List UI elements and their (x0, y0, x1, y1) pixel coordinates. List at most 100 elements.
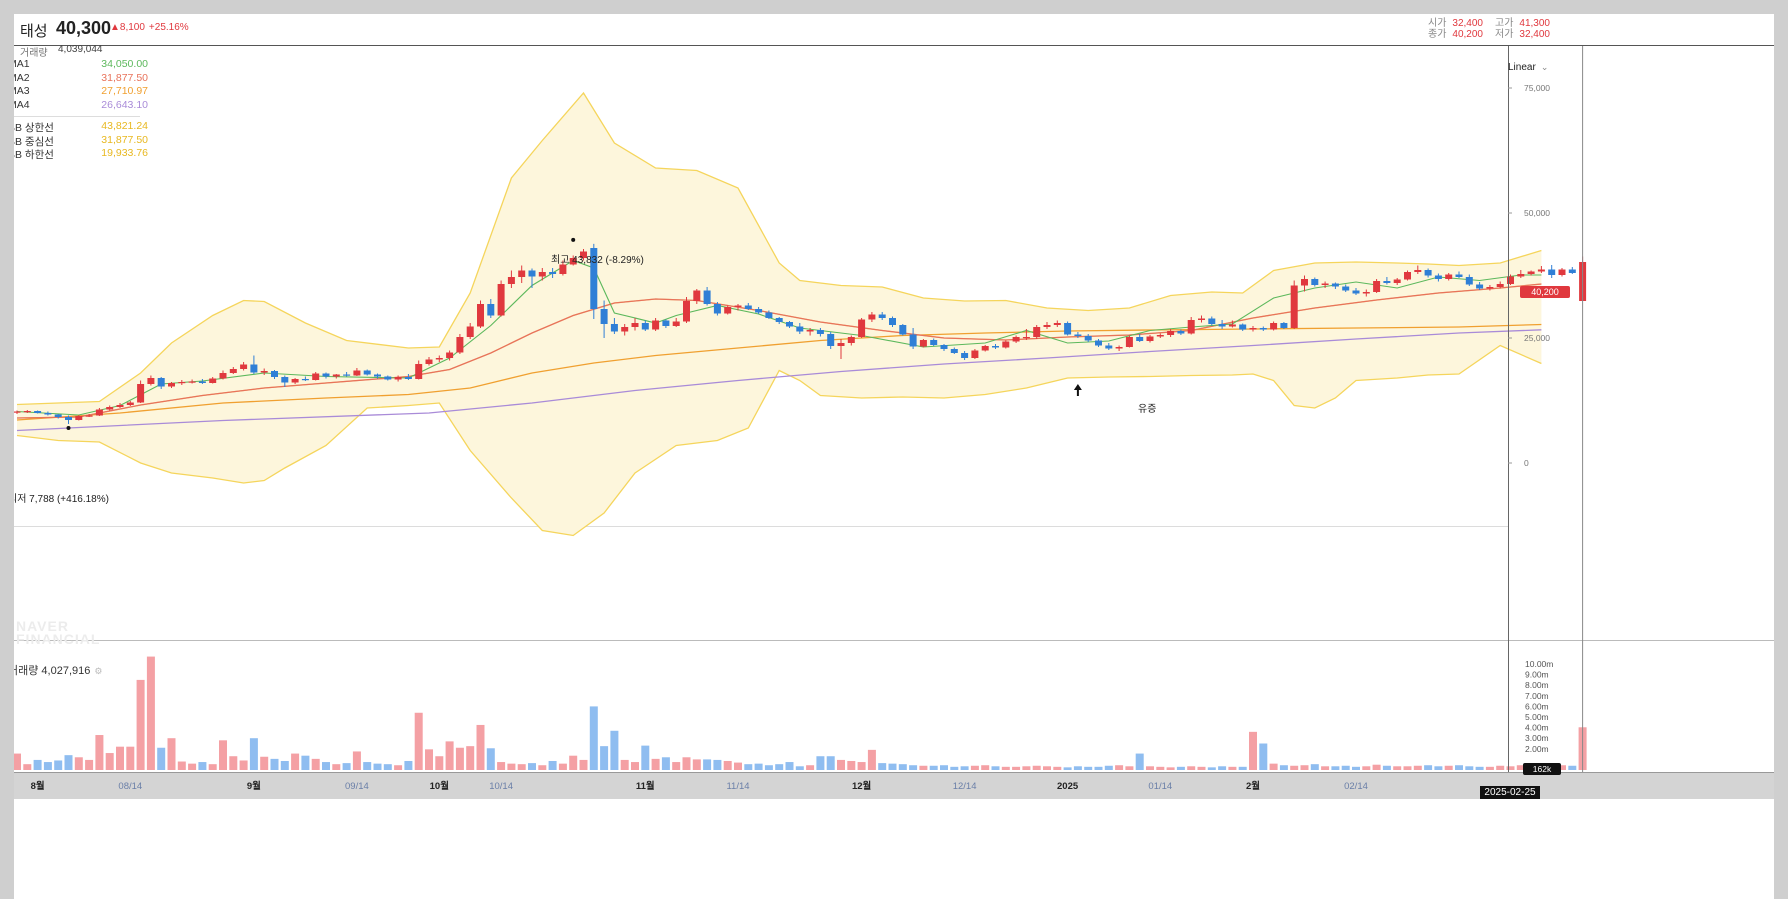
open-value: 32,400 (1452, 18, 1483, 29)
legend-item: MA3 27,710.97 (14, 85, 148, 99)
candle-body (1434, 275, 1442, 279)
volume-bar (1475, 766, 1484, 770)
volume-bar (476, 724, 485, 770)
candle-body (641, 323, 649, 330)
candle-body (85, 415, 93, 417)
scale-mode-select[interactable]: Linear ⌄ (1508, 62, 1548, 73)
candle-body (631, 323, 639, 327)
candle-body (1507, 276, 1514, 284)
high-label: 고가 (1495, 18, 1514, 29)
volume-panel-label: 거래량 4,027,916 (14, 665, 91, 677)
volume-bar (507, 763, 516, 770)
candle-body (260, 371, 268, 373)
candle-body (1012, 337, 1020, 342)
legend-item-name: MA1 (14, 58, 30, 70)
volume-bar (1238, 766, 1247, 770)
stock-name: 태성 (20, 23, 48, 40)
volume-bar (270, 758, 279, 770)
candle-body (992, 346, 999, 348)
volume-bar (466, 746, 475, 770)
volume-bar (826, 756, 835, 770)
volume-bar (425, 749, 433, 770)
volume-bar (1001, 766, 1010, 770)
volume-bar (239, 760, 248, 770)
volume-bar (1444, 765, 1453, 770)
candle-body (847, 337, 855, 343)
volume-bar (1094, 766, 1103, 770)
candle-body (116, 405, 124, 407)
candle-body (312, 373, 320, 380)
volume-bar (291, 753, 300, 770)
volume-bar (1228, 766, 1237, 770)
candle-body (1362, 292, 1370, 294)
volume-bar (795, 766, 804, 770)
volume-bar (64, 755, 73, 770)
volume-bar (1279, 765, 1288, 770)
current-price: 40,300 (56, 18, 112, 38)
high-marker (571, 237, 576, 242)
volume-bar (1156, 766, 1165, 770)
volume-bar (1300, 765, 1309, 770)
gear-icon[interactable]: ⚙ (94, 666, 103, 676)
x-tick-label: 10/14 (489, 781, 513, 792)
current-price-tag: 40,200 (1520, 286, 1570, 298)
volume-bar (837, 759, 845, 770)
candle-body (1301, 279, 1308, 286)
ohlc-close: 종가 40,200 (1428, 25, 1483, 40)
price-volume-chart[interactable]: 75,000 50,000 25,000 0 10.00m9.00m8.00m7.00m… (14, 14, 1774, 899)
legend-item-name: BB 하한선 (14, 149, 54, 161)
candle-body (168, 383, 175, 387)
high-value: 41,300 (1519, 18, 1550, 29)
volume-bar (177, 761, 186, 770)
volume-bar (898, 764, 907, 770)
volume-bar (867, 749, 876, 770)
volume-bar (1207, 767, 1216, 770)
volume-tick-label: 4.00m (1525, 723, 1549, 733)
candle-body (291, 379, 299, 383)
volume-bar (157, 747, 166, 770)
candle-body (1105, 345, 1113, 349)
candle-body (374, 374, 381, 377)
candle-body (1280, 323, 1288, 328)
volume-bar (1434, 766, 1443, 770)
chart-frame: 75,000 50,000 25,000 0 10.00m 9.00m 8.00m 7.00m… (14, 14, 1774, 899)
volume-bar (960, 766, 969, 770)
legend-item-name: BB 중심선 (14, 135, 54, 148)
candle-body (456, 337, 464, 353)
high-annotation: 최고 43,832 (-8.29%) (551, 255, 644, 266)
volume-bar (1321, 766, 1330, 770)
volume-bar (486, 748, 495, 770)
candle-body (1486, 287, 1494, 289)
volume-bar (1166, 767, 1175, 770)
volume-bar (136, 679, 145, 770)
volume-bar (672, 762, 681, 770)
volume-bar (1084, 766, 1093, 770)
candle-body (44, 413, 52, 415)
candle-body (899, 325, 907, 335)
volume-bar (1403, 766, 1412, 770)
candle-body (1455, 274, 1463, 277)
candle-body (528, 270, 536, 277)
volume-bar (342, 763, 351, 770)
volume-bar (991, 766, 1000, 770)
volume-bar (1269, 763, 1278, 770)
candle-body (827, 334, 835, 346)
candle-body (487, 304, 495, 316)
volume-bar (950, 766, 959, 770)
candle-body (322, 373, 330, 377)
volume-bar (589, 706, 598, 770)
volume-bar (754, 763, 763, 770)
candle-body (126, 402, 134, 405)
candle-body (621, 327, 629, 332)
x-tick-label: 11월 (636, 780, 655, 792)
candle-body (1259, 328, 1267, 330)
candle-body (1002, 341, 1010, 348)
watermark-line: FINANCIAL (16, 631, 101, 647)
candle-body (198, 381, 206, 383)
volume-tick-label: 5.00m (1525, 712, 1549, 722)
candle-body (1476, 284, 1484, 289)
candle-body (106, 407, 114, 410)
volume-bar (1393, 766, 1402, 770)
candle-body (1424, 270, 1432, 276)
volume-bar (909, 765, 918, 770)
